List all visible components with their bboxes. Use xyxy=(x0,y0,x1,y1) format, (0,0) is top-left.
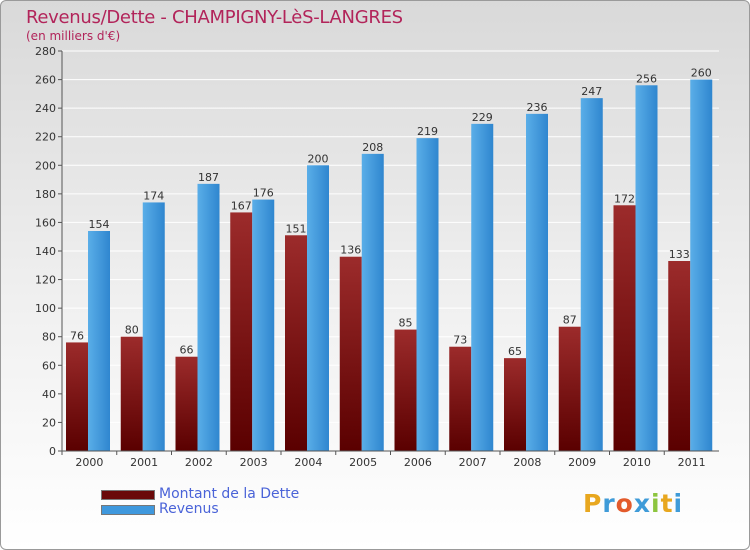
chart-subtitle: (en milliers d'€) xyxy=(26,29,121,43)
data-label: 65 xyxy=(508,345,522,358)
data-label: 151 xyxy=(286,222,307,235)
bar-dette xyxy=(120,336,143,451)
bar-revenus xyxy=(307,165,329,452)
x-tick-label: 2008 xyxy=(513,456,541,469)
y-tick-label: 20 xyxy=(42,416,56,429)
data-label: 247 xyxy=(581,85,602,98)
data-label: 200 xyxy=(308,152,329,165)
data-label: 76 xyxy=(70,329,84,342)
logo-letter: x xyxy=(633,489,651,518)
data-label: 187 xyxy=(198,171,219,184)
y-tick-label: 260 xyxy=(35,74,56,87)
logo-letter: i xyxy=(651,489,661,518)
legend: Montant de la Dette Revenus xyxy=(101,487,299,517)
data-label: 136 xyxy=(340,244,361,257)
y-tick-label: 240 xyxy=(35,102,56,115)
x-tick-label: 2001 xyxy=(130,456,158,469)
y-tick-label: 280 xyxy=(35,45,56,58)
data-label: 73 xyxy=(453,334,467,347)
bar-revenus xyxy=(416,138,439,451)
data-label: 167 xyxy=(231,199,252,212)
x-tick-label: 2005 xyxy=(349,456,377,469)
x-tick-label: 2009 xyxy=(568,456,596,469)
legend-label-revenus: Revenus xyxy=(159,501,219,517)
bar-revenus xyxy=(197,183,220,451)
x-tick-label: 2004 xyxy=(294,456,322,469)
chart-title: Revenus/Dette - CHAMPIGNY-LèS-LANGRES xyxy=(26,7,403,28)
data-label: 172 xyxy=(614,192,635,205)
data-label: 176 xyxy=(253,187,274,200)
legend-label-dette: Montant de la Dette xyxy=(159,486,300,502)
legend-item-revenus: Revenus xyxy=(101,502,299,517)
data-label: 260 xyxy=(691,67,712,80)
y-tick-label: 0 xyxy=(49,445,56,458)
data-label: 174 xyxy=(143,189,164,202)
data-label: 256 xyxy=(636,72,657,85)
logo-letter: i xyxy=(673,489,684,518)
proxiti-logo: Proxiti xyxy=(583,489,683,518)
y-tick-label: 180 xyxy=(35,188,56,201)
bar-dette xyxy=(66,342,88,451)
x-tick-label: 2011 xyxy=(678,456,706,469)
y-tick-label: 40 xyxy=(42,388,56,401)
data-label: 66 xyxy=(180,344,194,357)
data-label: 85 xyxy=(399,317,413,330)
data-label: 236 xyxy=(527,101,548,114)
bar-revenus xyxy=(361,153,384,451)
bar-revenus xyxy=(635,85,658,452)
bar-dette xyxy=(175,356,198,451)
bar-dette xyxy=(230,212,253,451)
data-label: 208 xyxy=(362,141,383,154)
x-tick-label: 2000 xyxy=(75,456,103,469)
bar-dette xyxy=(339,256,362,451)
data-label: 219 xyxy=(417,125,438,138)
bar-revenus xyxy=(580,98,603,452)
bar-revenus xyxy=(526,113,548,451)
bar-dette xyxy=(504,358,526,451)
logo-letter: r xyxy=(602,489,616,518)
y-tick-label: 100 xyxy=(35,302,56,315)
x-tick-label: 2003 xyxy=(240,456,268,469)
bar-dette xyxy=(285,235,307,451)
x-tick-label: 2010 xyxy=(623,456,651,469)
bar-dette xyxy=(449,346,472,451)
logo-letter: o xyxy=(615,489,634,518)
y-tick-label: 120 xyxy=(35,274,56,287)
gridlines xyxy=(62,50,719,452)
y-tick-label: 160 xyxy=(35,216,56,229)
legend-swatch-revenus xyxy=(101,504,155,515)
bar-revenus xyxy=(88,231,110,451)
bar-dette xyxy=(613,205,636,451)
bar-dette xyxy=(558,326,581,451)
bar-revenus xyxy=(142,202,165,451)
data-label: 87 xyxy=(563,314,577,327)
x-tick-label: 2002 xyxy=(185,456,213,469)
legend-item-dette: Montant de la Dette xyxy=(101,487,299,502)
y-tick-label: 220 xyxy=(35,131,56,144)
data-label: 133 xyxy=(669,248,690,261)
bar-revenus xyxy=(252,199,275,451)
bar-dette xyxy=(668,261,691,451)
y-tick-label: 60 xyxy=(42,359,56,372)
data-label: 154 xyxy=(89,218,110,231)
bar-revenus xyxy=(471,123,494,451)
data-label: 229 xyxy=(472,111,493,124)
legend-swatch-dette xyxy=(101,489,155,500)
logo-letter: t xyxy=(660,489,674,518)
x-axis: 2000 2001 2002 2003 2004 2005 2006 2007 2008 2009… xyxy=(61,450,719,469)
bar-revenus xyxy=(690,79,713,452)
y-tick-label: 140 xyxy=(35,245,56,258)
y-tick-label: 80 xyxy=(42,331,56,344)
x-tick-label: 2007 xyxy=(459,456,487,469)
y-axis: 0 20 40 60 80 100 120 140 160 180 200 220 240 260 280 xyxy=(35,45,63,458)
logo-letter: P xyxy=(583,489,603,518)
y-tick-label: 200 xyxy=(35,159,56,172)
data-label: 80 xyxy=(125,324,139,337)
bar-dette xyxy=(394,329,417,451)
x-tick-label: 2006 xyxy=(404,456,432,469)
